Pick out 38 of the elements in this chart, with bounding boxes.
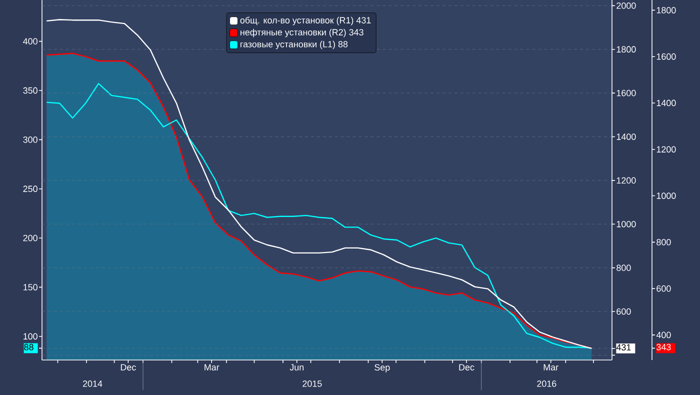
y2-tick-label: 2000 — [616, 2, 636, 9]
y-tick-label: 100 — [24, 333, 38, 340]
y-tick-label: 300 — [23, 136, 38, 143]
y3-tick-label: 1800 — [656, 7, 676, 14]
y3-tick-label: 1000 — [656, 192, 676, 199]
x-tick-label: Mar — [544, 364, 558, 370]
y-tick-label: 350 — [23, 87, 38, 94]
y2-tick-label: 1400 — [616, 134, 636, 140]
y-tick-label: 150 — [24, 284, 38, 290]
legend-label: нефтяные установки (R2) 343 — [240, 28, 364, 38]
x-tick-label: Sep — [374, 364, 390, 372]
y3-tick-label: 1600 — [656, 53, 676, 60]
y2-tick-label: 1000 — [616, 220, 636, 228]
y3-tick-label: 600 — [656, 285, 671, 292]
y-tick-label: 400 — [23, 38, 38, 44]
y-tick-label: 200 — [23, 234, 38, 242]
x-tick-label: Dec — [459, 364, 474, 370]
y-tick-label: 250 — [23, 186, 38, 192]
text: 2014 — [82, 380, 102, 387]
y2-tick-label: 1800 — [616, 46, 636, 53]
y3-tick-label: 800 — [656, 238, 671, 246]
y2-tick-label: 1600 — [616, 90, 636, 96]
text: 2016 — [537, 380, 556, 387]
x-tick-label: Dec — [120, 364, 136, 370]
y2-tick-label: 431 — [616, 344, 631, 351]
legend-label: общ. кол-во установок (R1) 431 — [240, 16, 371, 26]
y3-tick-label: 343 — [656, 344, 671, 350]
x-tick-label: Jun — [290, 364, 304, 370]
legend-label: газовые установки (L1) 88 — [240, 40, 348, 50]
text: 2015 — [302, 380, 322, 387]
y2-tick-label: 800 — [616, 264, 631, 271]
y3-tick-label: 400 — [656, 332, 671, 338]
y-tick-label: 88 — [24, 344, 34, 350]
y2-tick-label: 600 — [616, 308, 631, 315]
y3-tick-label: 1400 — [656, 100, 676, 106]
x-tick-label: Mar — [204, 364, 220, 370]
y2-tick-label: 1200 — [616, 177, 636, 184]
y3-tick-label: 1200 — [656, 146, 676, 153]
